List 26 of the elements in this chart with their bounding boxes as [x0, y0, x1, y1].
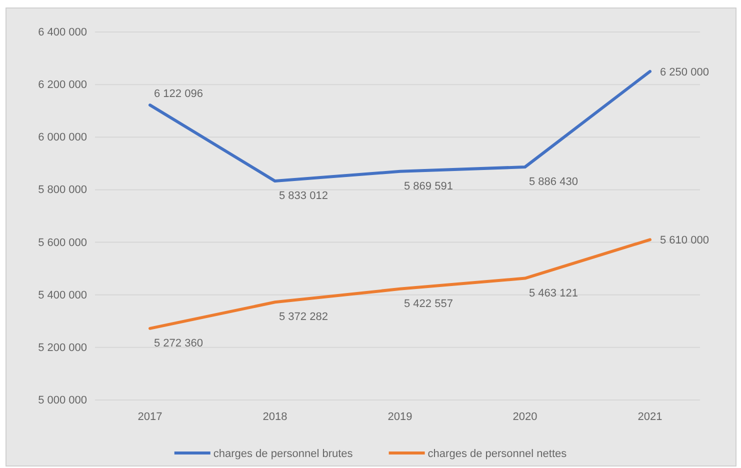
data-label: 6 122 096: [154, 88, 203, 100]
x-tick-label: 2017: [138, 410, 162, 423]
line-series: [148, 238, 652, 330]
data-label: 6 250 000: [660, 66, 709, 78]
x-tick-label: 2019: [388, 410, 412, 423]
data-label: 5 886 430: [529, 176, 578, 188]
data-label: 5 422 557: [404, 298, 453, 310]
x-tick-label: 2020: [512, 410, 538, 423]
y-tick-label: 5 800 000: [38, 184, 87, 196]
y-tick-label: 5 000 000: [38, 394, 87, 407]
y-tick-label: 5 200 000: [38, 342, 87, 354]
legend-label: charges de personnel brutes: [213, 448, 354, 460]
x-tick-label: 2018: [262, 410, 288, 423]
data-label: 5 610 000: [660, 234, 709, 247]
y-tick-label: 6 400 000: [38, 26, 87, 39]
y-tick-label: 6 000 000: [38, 132, 87, 144]
data-label: 5 272 360: [154, 337, 203, 350]
data-label: 5 833 012: [279, 190, 328, 202]
y-tick-label: 6 200 000: [38, 79, 87, 92]
legend-label: charges de personnel nettes: [428, 448, 568, 460]
y-tick-label: 5 400 000: [38, 289, 87, 302]
data-label: 5 869 591: [404, 180, 453, 192]
x-tick-label: 2021: [638, 410, 662, 423]
data-label: 5 372 282: [279, 311, 328, 324]
data-label: 5 463 121: [529, 287, 578, 300]
y-tick-label: 5 600 000: [38, 236, 87, 249]
